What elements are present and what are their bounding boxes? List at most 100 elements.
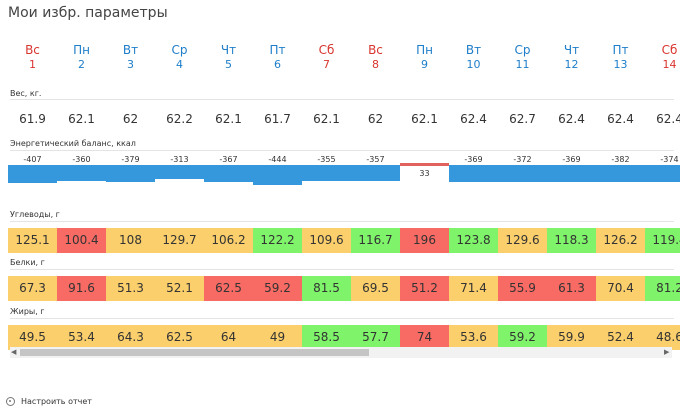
protein-cell: 55.9	[498, 276, 547, 301]
energy-bar	[302, 165, 351, 181]
day-name: Пт	[612, 43, 629, 57]
fat-cell: 74	[400, 325, 449, 350]
weight-value: 62.1	[411, 112, 438, 126]
day-header: Пн 9	[400, 43, 449, 72]
energy-separator	[10, 150, 674, 151]
configure-report-label: Настроить отчет	[21, 397, 92, 406]
protein-cell: 52.1	[155, 276, 204, 301]
day-header: Сб 7	[302, 43, 351, 72]
energy-value-label: 33	[419, 169, 430, 178]
weight-label: Вес, кг.	[10, 89, 42, 98]
day-name: Чт	[563, 43, 580, 57]
day-name: Ср	[514, 43, 531, 57]
weight-value: 62.1	[68, 112, 95, 126]
scroll-right-arrow-icon[interactable]: ▶	[664, 348, 670, 356]
day-number: 14	[662, 58, 677, 71]
carbs-cell: 100.4	[57, 228, 106, 253]
protein-cell: 91.6	[57, 276, 106, 301]
energy-value-label: -379	[121, 155, 140, 164]
day-header: Ср 4	[155, 44, 204, 72]
fat-label: Жиры, г	[10, 307, 45, 316]
day-number: 12	[564, 58, 579, 71]
energy-bar	[351, 165, 400, 181]
energy-value-label: -372	[513, 155, 532, 164]
energy-bar	[449, 165, 498, 182]
protein-cell: 59.2	[253, 276, 302, 301]
carbs-cell: 116.7	[351, 228, 400, 253]
fat-cell: 59.2	[498, 325, 547, 350]
energy-bar	[596, 165, 645, 182]
day-header: Чт 12	[547, 43, 596, 72]
energy-label: Энергетический баланс, ккал	[10, 139, 136, 148]
scrollbar-thumb[interactable]	[20, 349, 369, 356]
carbs-cell: 196	[400, 228, 449, 253]
day-name: Вт	[465, 43, 482, 57]
page-title: Мои избр. параметры	[8, 5, 168, 21]
energy-value-label: -367	[219, 155, 238, 164]
day-number: 1	[29, 58, 36, 71]
day-name: Пт	[269, 43, 286, 57]
day-number: 13	[613, 58, 628, 71]
energy-bar	[204, 165, 253, 182]
energy-bar	[645, 165, 680, 182]
day-name: Чт	[220, 43, 237, 57]
day-header: Чт 5	[204, 43, 253, 72]
carbs-cell: 125.1	[8, 228, 57, 253]
energy-value-label: -360	[72, 155, 91, 164]
fat-cell: 48.6	[645, 325, 680, 350]
day-number: 6	[274, 58, 281, 71]
energy-bar	[498, 165, 547, 182]
carbs-cell: 129.7	[155, 228, 204, 253]
gear-icon	[6, 397, 15, 406]
protein-cell: 81.5	[302, 276, 351, 301]
protein-cell: 70.4	[596, 276, 645, 301]
weight-value: 62.2	[166, 112, 193, 126]
day-number: 9	[421, 58, 428, 71]
day-header: Ср 11	[498, 43, 547, 72]
energy-bar	[57, 165, 106, 181]
weight-value: 62	[122, 112, 139, 126]
fat-cell: 53.4	[57, 325, 106, 350]
configure-report-button[interactable]: Настроить отчет	[6, 397, 92, 406]
day-name: Сб	[661, 43, 678, 57]
energy-value-label: -407	[23, 155, 42, 164]
carbs-cell: 123.8	[449, 228, 498, 253]
carbs-cell: 109.6	[302, 228, 351, 253]
fat-cell: 58.5	[302, 325, 351, 350]
fat-row: 49.5 53.4 64.3 62.5 64 49 58.5 57.7 74 53.6 59.2 59…	[8, 325, 680, 350]
day-name: Вс	[368, 43, 383, 57]
carbs-separator	[10, 221, 674, 222]
day-number: 3	[127, 58, 134, 71]
weight-value: 62.4	[460, 112, 487, 126]
fat-cell: 52.4	[596, 325, 645, 350]
day-number: 7	[323, 58, 330, 71]
carbs-cell: 122.2	[253, 228, 302, 253]
carbs-cell: 118.3	[547, 228, 596, 253]
carbs-cell: 108	[106, 228, 155, 253]
protein-cell: 51.2	[400, 276, 449, 301]
fat-cell: 62.5	[155, 325, 204, 350]
energy-value-label: -374	[660, 155, 679, 164]
weight-value: 62.4	[558, 112, 585, 126]
day-name: Вт	[122, 43, 139, 57]
scroll-left-arrow-icon[interactable]: ◀	[11, 348, 17, 356]
protein-row: 67.3 91.6 51.3 52.1 62.5 59.2 81.5 69.5 51.2 71.4…	[8, 276, 680, 301]
energy-bar	[253, 165, 302, 185]
weight-value: 62.1	[313, 112, 340, 126]
day-name: Пн	[416, 43, 433, 57]
carbs-cell: 126.2	[596, 228, 645, 253]
day-number: 10	[466, 58, 481, 71]
energy-value-label: -369	[464, 155, 483, 164]
weight-value: 61.9	[19, 112, 46, 126]
carbs-cell: 129.6	[498, 228, 547, 253]
fat-cell: 49.5	[8, 325, 57, 350]
weight-value: 62.7	[509, 112, 536, 126]
fat-cell: 59.9	[547, 325, 596, 350]
day-number: 11	[515, 58, 530, 71]
protein-cell: 67.3	[8, 276, 57, 301]
day-name: Сб	[318, 43, 335, 57]
energy-value-label: -357	[366, 155, 385, 164]
fat-cell: 57.7	[351, 325, 400, 350]
energy-value-label: -355	[317, 155, 336, 164]
